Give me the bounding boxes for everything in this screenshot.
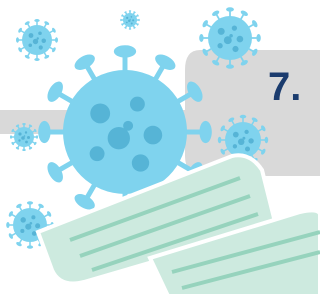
virus-spot [90,103,110,123]
virus-spike-tip [36,135,38,139]
virus-spike-tip [218,137,222,143]
virus-spike-tip [34,19,39,22]
virus-spike-tip [55,37,58,42]
virus-spike-tip [27,245,33,248]
virus-spot [35,223,40,228]
virus-spot [25,131,27,133]
virus-spot [232,25,237,30]
virus-spike-tip [226,64,234,68]
virus-spot [39,45,43,49]
virus-spot [126,22,128,24]
virus-spot [229,34,233,38]
virus-spike-tip [138,19,139,22]
virus-spike-tip [265,137,269,143]
virus-spot [233,144,237,148]
virus-spot [131,16,133,18]
virus-spot [18,132,21,135]
virus-spot [20,229,24,233]
illustration: 7. [0,0,320,296]
virus-spot [29,222,32,225]
virus-spike-tip [38,121,50,143]
virus-spot [126,17,128,19]
virus-spot [130,19,131,20]
virus-spot [24,135,26,137]
virus-spot [244,130,248,134]
virus-spot [131,23,133,25]
virus-spot [245,146,250,151]
virus-spot [28,43,32,47]
virus-spike-tip [129,28,132,29]
virus-spot [144,126,163,145]
virus-spike-tip [256,34,260,42]
virus-spot [37,37,39,39]
step-number: 7. [268,65,301,109]
virus-spot [18,139,20,141]
virus-spike-tip [6,222,9,228]
virus-spot [25,141,28,144]
virus-spike-tip [240,115,246,119]
virus-spike-tip [199,34,203,42]
virus-spike-tip [16,37,19,42]
virus-spot [132,19,134,21]
virus-spot [233,132,239,138]
virus-spot [218,28,225,35]
virus-spot [38,31,42,35]
virus-spot [123,121,133,131]
virus-spot [31,215,35,219]
virus-spot [20,217,25,222]
virus-spike-tip [22,149,26,151]
virus-spot [27,136,30,139]
virus-spike-tip [34,58,39,61]
virus-spot [29,33,34,38]
virus-spike-tip [129,10,132,11]
virus-spot [242,137,245,140]
virus-spike-tip [22,123,26,125]
virus-spike-tip [199,121,211,143]
virus-spot [132,154,149,171]
virus-spot [248,138,253,143]
virus-spot [217,43,222,48]
virus-spike-tip [226,7,234,11]
virus-spike-tip [27,201,33,204]
virus-spike-tip [114,45,136,57]
virus-spike-tip [10,135,12,139]
virus-spot [232,46,238,52]
virus-spot [130,97,145,112]
virus-spot [237,36,244,43]
virus-spot [42,39,47,44]
virus-spot [90,146,105,161]
virus-spike-tip [120,19,121,22]
